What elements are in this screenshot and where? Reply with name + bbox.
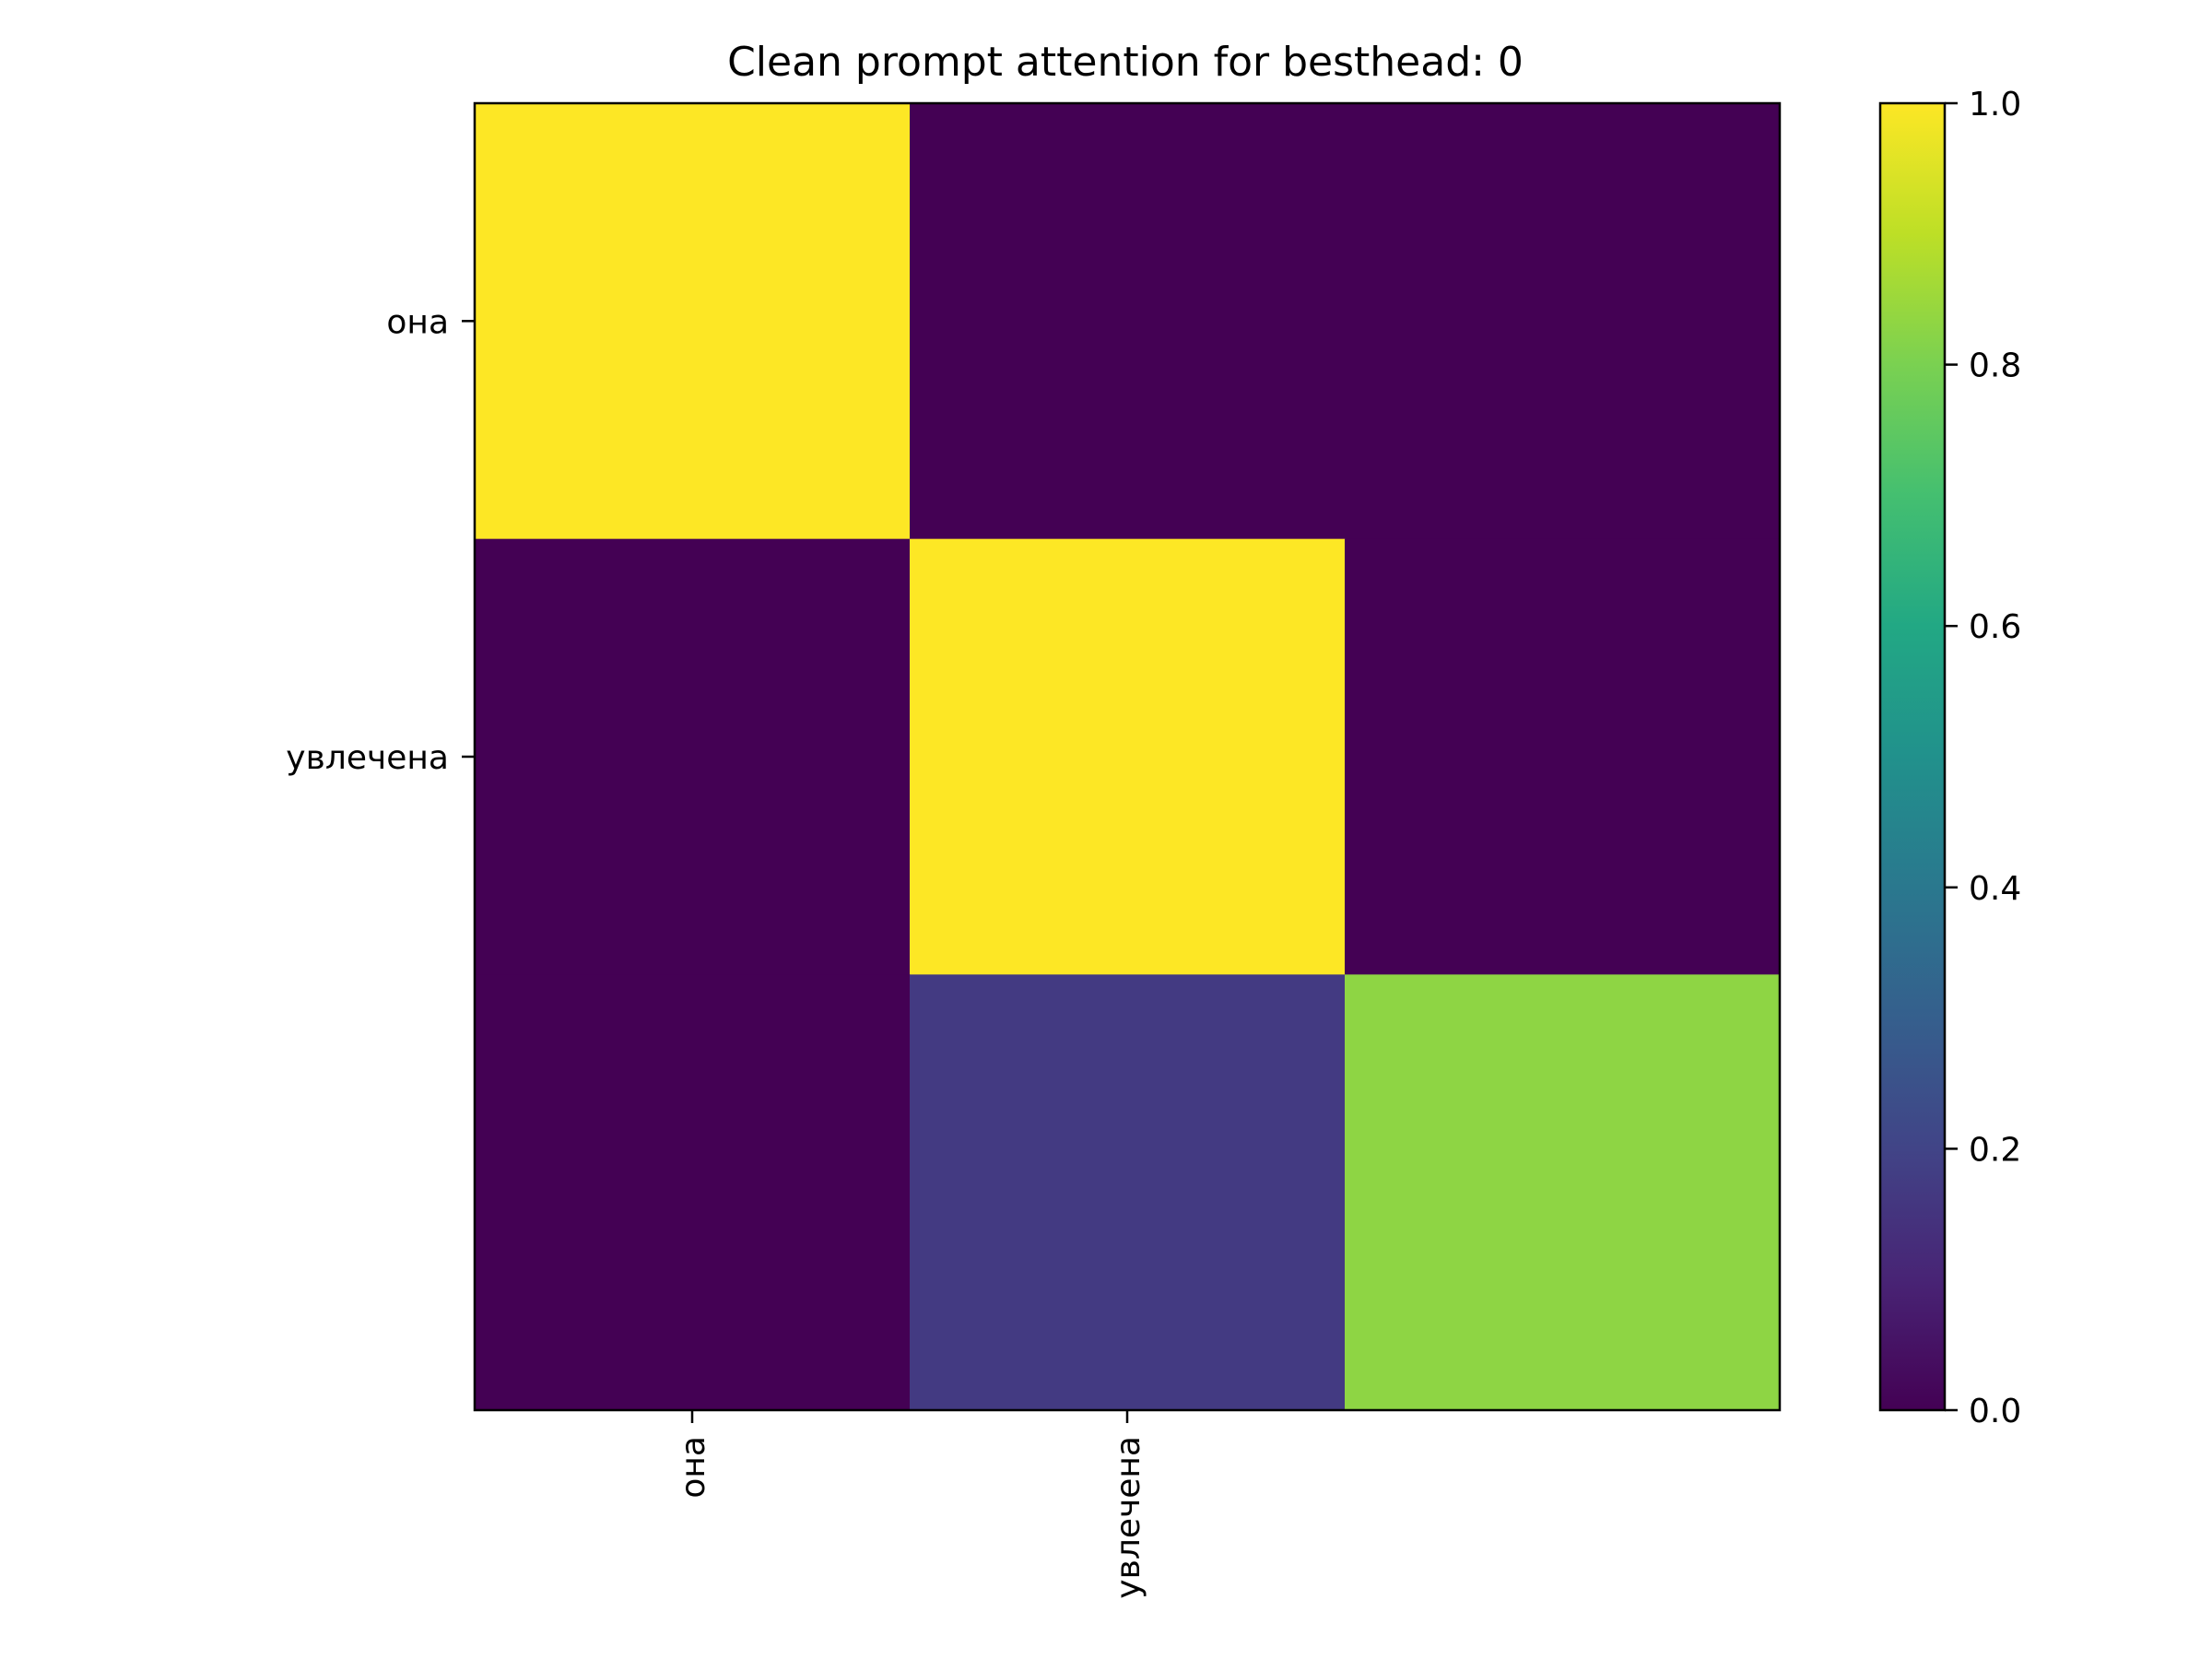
colorbar-gradient <box>1880 103 1945 1410</box>
heatmap-cell-r0-c2 <box>1345 103 1781 540</box>
heatmap-cell-r1-c1 <box>910 538 1346 975</box>
heatmap-cell-r1-c2 <box>1345 538 1781 975</box>
colorbar-tick-label: 1.0 <box>1969 86 2021 124</box>
colorbar-tick-label: 0.0 <box>1969 1393 2021 1430</box>
colorbar-tick-label: 0.2 <box>1969 1131 2021 1169</box>
heatmap-cell-r0-c0 <box>475 103 911 540</box>
colorbar-ticks: 0.0 0.2 0.4 0.6 0.8 1.0 <box>1945 86 2021 1430</box>
x-axis-ticks: она увлечена <box>675 1410 1147 1599</box>
heatmap-cells <box>475 103 1781 1411</box>
y-tick-label: она <box>386 303 449 341</box>
colorbar-frame <box>1878 101 1947 1412</box>
colorbar-tick-label: 0.4 <box>1969 870 2021 908</box>
heatmap-cell-r0-c1 <box>910 103 1346 540</box>
chart-title: Clean prompt attention for besthead: 0 <box>727 39 1524 86</box>
y-tick-label: увлечена <box>286 739 449 777</box>
x-tick-label: увлечена <box>1110 1436 1147 1599</box>
colorbar-tick-label: 0.8 <box>1969 347 2021 385</box>
x-tick-label: она <box>675 1436 712 1499</box>
heatmap-cell-r2-c0 <box>475 974 911 1411</box>
heatmap-cell-r2-c2 <box>1345 974 1781 1411</box>
heatmap-cell-r2-c1 <box>910 974 1346 1411</box>
heatmap-cell-r1-c0 <box>475 538 911 975</box>
y-axis-ticks: она увлечена <box>286 303 475 777</box>
colorbar-tick-label: 0.6 <box>1969 608 2021 646</box>
